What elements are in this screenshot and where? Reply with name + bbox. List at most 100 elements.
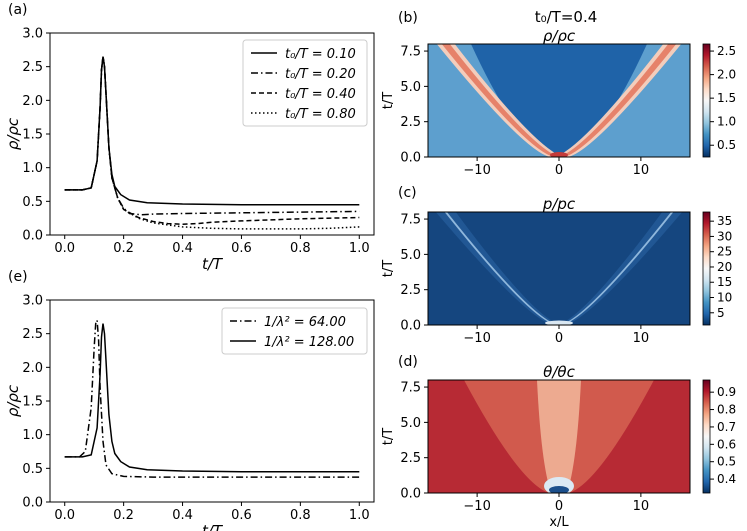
legend-label-a-1: t₀/T = 0.20	[285, 67, 356, 82]
x-tick-label-b-2: 10	[633, 163, 650, 178]
y-tick-label-a-5: 2.5	[22, 60, 43, 75]
panel-title-b: ρ/ρc	[543, 27, 576, 45]
y-axis-label-d: t/T	[381, 428, 396, 445]
y-axis-label-a: ρ/ρc	[4, 117, 22, 150]
x-axis-label-d: x/L	[549, 515, 569, 530]
legend-label-a-0: t₀/T = 0.10	[285, 47, 356, 62]
y-tick-label-a-2: 1.0	[22, 161, 43, 176]
x-tick-label-d-0: −10	[463, 499, 490, 514]
colorbar-tick-label-c-6: 35	[717, 214, 732, 228]
series-line-a-3	[64, 56, 360, 230]
colorbar-tick-label-b-4: 2.5	[717, 44, 736, 58]
legend-label-e-1: 1/λ² = 128.00	[264, 335, 354, 350]
x-tick-label-c-0: −10	[463, 331, 490, 346]
colorbar-tick-label-b-1: 1.0	[717, 115, 736, 129]
legend-label-e-0: 1/λ² = 64.00	[264, 315, 346, 330]
x-tick-label-e-2: 0.4	[172, 508, 193, 523]
colorbar-tick-label-d-3: 0.7	[717, 420, 736, 434]
colorbar-c	[702, 211, 711, 326]
x-tick-label-e-0: 0.0	[54, 508, 75, 523]
y-tick-label-e-0: 0.0	[22, 496, 43, 511]
y-tick-label-a-4: 2.0	[22, 94, 43, 109]
y-tick-label-a-0: 0.0	[22, 229, 43, 244]
y-tick-label-e-5: 2.5	[22, 327, 43, 342]
x-tick-label-a-3: 0.6	[231, 241, 252, 256]
colorbar-tick-label-d-1: 0.5	[717, 455, 736, 469]
colorbar-tick-label-b-0: 0.5	[717, 138, 736, 152]
y-tick-label-b-1: 2.5	[400, 115, 421, 130]
y-tick-label-c-2: 5.0	[400, 248, 421, 263]
figure-suptitle: t₀/T=0.4	[535, 8, 598, 26]
legend-box-a	[242, 39, 368, 127]
heatmap-front-glow-c-0	[435, 212, 561, 325]
heatmap-front-glow-c-1	[557, 212, 683, 325]
y-tick-label-c-1: 2.5	[400, 283, 421, 298]
colorbar-tick-label-c-0: 5	[717, 306, 725, 320]
legend-label-a-3: t₀/T = 0.80	[285, 107, 356, 122]
x-tick-label-a-4: 0.8	[290, 241, 311, 256]
y-tick-label-a-3: 1.5	[22, 128, 43, 143]
y-tick-label-a-6: 3.0	[22, 27, 43, 42]
y-tick-label-d-3: 7.5	[400, 381, 421, 396]
y-tick-label-d-1: 2.5	[400, 451, 421, 466]
x-axis-label-a: t/T	[202, 255, 224, 273]
y-tick-label-e-1: 0.5	[22, 462, 43, 477]
x-tick-label-e-3: 0.6	[231, 508, 252, 523]
y-tick-label-a-1: 0.5	[22, 195, 43, 210]
colorbar-tick-label-c-5: 30	[717, 229, 732, 243]
heatmap-cold-spot-d	[549, 486, 569, 493]
colorbar-tick-label-c-4: 25	[717, 245, 732, 259]
panel-label-b: (b)	[398, 10, 418, 26]
heatmap-front-b-0	[441, 44, 560, 157]
x-tick-label-e-5: 1.0	[349, 508, 370, 523]
x-tick-label-a-2: 0.4	[172, 241, 193, 256]
panel-label-a: (a)	[8, 2, 28, 18]
panel-label-e: (e)	[8, 269, 28, 285]
x-axis-label-e: t/T	[202, 522, 224, 531]
y-tick-label-d-2: 5.0	[400, 416, 421, 431]
heatmap-peak-b	[550, 152, 568, 157]
heatmap-interior-b	[471, 44, 647, 157]
heatmap-front-c-0	[444, 212, 559, 325]
series-line-e-1	[64, 323, 360, 473]
colorbar-tick-label-c-2: 15	[717, 275, 732, 289]
y-axis-label-b: t/T	[381, 92, 396, 109]
heatmap-background-c	[428, 212, 690, 325]
x-tick-label-b-0: −10	[463, 163, 490, 178]
colorbar-tick-label-d-5: 0.9	[717, 385, 736, 399]
colorbar-tick-label-c-3: 20	[717, 260, 732, 274]
heatmap-field-c	[428, 212, 690, 325]
y-tick-label-b-3: 7.5	[400, 45, 421, 60]
heatmap-field-d	[428, 380, 690, 493]
panel-title-d: θ/θc	[543, 363, 575, 381]
x-tick-label-a-1: 0.2	[113, 241, 134, 256]
colorbar-b	[702, 43, 711, 158]
colorbar-tick-label-d-0: 0.4	[717, 472, 736, 486]
x-tick-label-e-1: 0.2	[113, 508, 134, 523]
y-tick-label-d-0: 0.0	[400, 487, 421, 502]
heatmap-front-c-1	[559, 212, 674, 325]
y-tick-label-e-3: 1.5	[22, 395, 43, 410]
y-tick-label-e-6: 3.0	[22, 294, 43, 309]
heatmap-peak-c	[545, 320, 573, 325]
y-tick-label-b-0: 0.0	[400, 151, 421, 166]
panel-label-d: (d)	[398, 354, 418, 370]
legend-label-a-2: t₀/T = 0.40	[285, 87, 356, 102]
colorbar-tick-label-d-4: 0.8	[717, 403, 736, 417]
colorbar-tick-label-b-2: 1.5	[717, 91, 736, 105]
colorbar-tick-label-b-3: 2.0	[717, 68, 736, 82]
heatmap-front-b-1	[558, 44, 677, 157]
colorbar-tick-label-d-2: 0.6	[717, 437, 736, 451]
x-tick-label-e-4: 0.8	[290, 508, 311, 523]
y-tick-label-b-2: 5.0	[400, 80, 421, 95]
y-tick-label-c-0: 0.0	[400, 319, 421, 334]
x-tick-label-d-2: 10	[633, 499, 650, 514]
x-tick-label-a-5: 1.0	[349, 241, 370, 256]
colorbar-tick-label-c-1: 10	[717, 291, 732, 305]
x-tick-label-c-1: 0	[555, 331, 563, 346]
y-tick-label-c-3: 7.5	[400, 213, 421, 228]
panel-title-c: p/pc	[542, 195, 576, 213]
y-axis-label-e: ρ/ρc	[4, 384, 22, 417]
heatmap-field-b	[428, 44, 690, 157]
